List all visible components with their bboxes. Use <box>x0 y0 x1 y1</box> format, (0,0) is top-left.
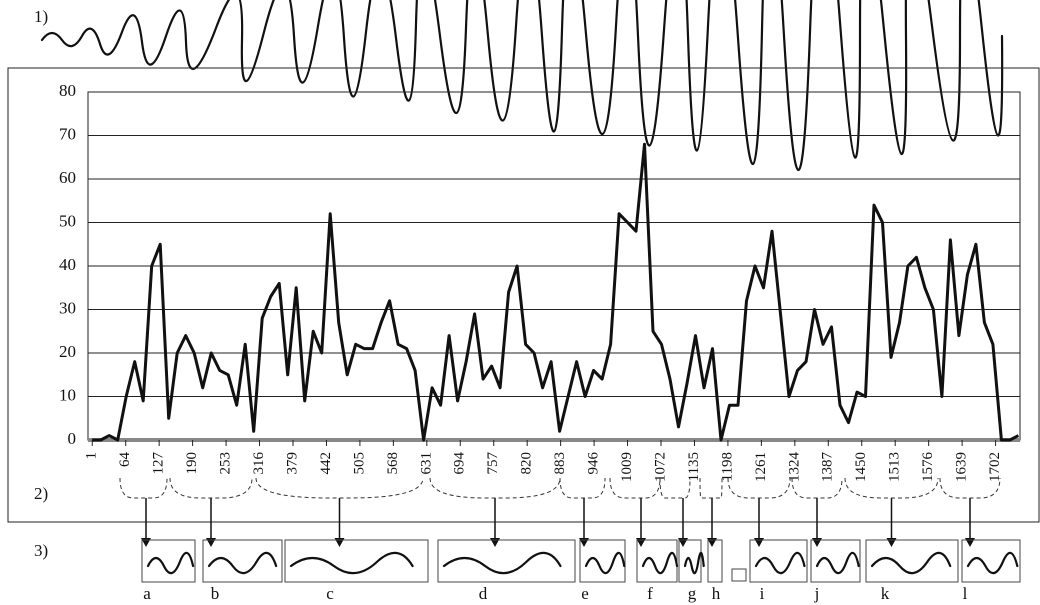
glyph-box <box>580 540 625 582</box>
x-tick-label: 883 <box>552 452 568 475</box>
x-tick-label: 190 <box>184 452 200 475</box>
x-tick-label: 1324 <box>786 452 802 483</box>
x-tick-label: 64 <box>117 452 133 468</box>
x-tick-label: 1639 <box>954 452 970 482</box>
glyph <box>968 553 1017 573</box>
label-2: 2) <box>34 484 48 503</box>
glyph <box>148 553 193 573</box>
segment-letter: i <box>760 584 765 603</box>
glyph <box>444 553 560 573</box>
y-tick-label: 10 <box>59 385 76 404</box>
glyph-box <box>732 569 746 581</box>
segment-letter: g <box>688 584 697 603</box>
glyph-box <box>285 540 428 582</box>
y-tick-label: 50 <box>59 211 76 230</box>
segment-letter: f <box>647 584 653 603</box>
glyph <box>291 553 413 573</box>
x-tick-label: 1450 <box>853 452 869 482</box>
x-tick-label: 631 <box>418 452 434 475</box>
bracket <box>120 478 167 498</box>
glyph <box>209 553 276 573</box>
glyph-box <box>866 540 958 582</box>
arrow-head <box>887 538 897 547</box>
label-3: 3) <box>34 541 48 560</box>
segment-letter: k <box>881 584 890 603</box>
bracket <box>170 478 252 498</box>
glyph <box>643 553 677 573</box>
x-tick-label: 127 <box>151 452 167 475</box>
segment-letter: l <box>963 584 968 603</box>
arrow-head <box>206 538 216 547</box>
x-tick-label: 1198 <box>719 452 735 481</box>
x-tick-label: 1072 <box>652 452 668 482</box>
handwritten-line <box>42 0 1002 170</box>
glyph <box>872 553 950 573</box>
label-1: 1) <box>34 7 48 26</box>
y-tick-label: 70 <box>59 124 76 143</box>
x-tick-label: 1702 <box>987 452 1003 482</box>
glyph-box <box>811 540 860 582</box>
y-tick-label: 80 <box>59 81 76 100</box>
profile-line <box>92 144 1018 440</box>
figure: 1) 2) 3) 0 10 20 30 40 50 60 70 80 1 64 127 190 253 31… <box>0 0 1040 605</box>
arrow-head <box>812 538 822 547</box>
bracket <box>560 478 605 498</box>
x-tick-label: 1 <box>84 452 100 460</box>
y-tick-label: 30 <box>59 298 76 317</box>
y-tick-label: 40 <box>59 255 76 274</box>
segment-letter: b <box>211 584 220 603</box>
x-tick-label: 1261 <box>753 452 769 482</box>
x-tick-label: 1009 <box>619 452 635 482</box>
arrow-head <box>490 538 500 547</box>
glyph-box <box>708 540 722 582</box>
x-tick-label: 505 <box>351 452 367 475</box>
x-tick-label: 316 <box>251 452 267 475</box>
segment-letter: h <box>712 584 721 603</box>
segment-letter: e <box>581 584 589 603</box>
segment-letter: a <box>143 584 151 603</box>
arrow-head <box>754 538 764 547</box>
y-tick-label: 0 <box>68 429 77 448</box>
segment-letter: j <box>814 584 820 603</box>
x-tick-label: 946 <box>586 452 602 475</box>
x-tick-label: 568 <box>385 452 401 475</box>
x-tick-label: 1135 <box>686 452 702 481</box>
arrow-head <box>965 538 975 547</box>
segment-letter: c <box>326 584 334 603</box>
arrow-head <box>335 538 345 547</box>
glyph <box>586 553 624 573</box>
page: {"figure_labels": ["1)", "2)", "3)"], "s… <box>0 0 1040 605</box>
segment-letter: d <box>479 584 488 603</box>
glyph <box>817 553 859 573</box>
x-tick-label: 694 <box>452 452 468 475</box>
y-tick-label: 20 <box>59 342 76 361</box>
x-tick-label: 820 <box>519 452 535 475</box>
glyph-box <box>438 540 575 582</box>
x-tick-label: 757 <box>485 452 501 475</box>
x-tick-label: 379 <box>284 452 300 475</box>
x-tick-label: 1576 <box>920 452 936 483</box>
y-tick-label: 60 <box>59 168 76 187</box>
x-tick-label: 1387 <box>820 452 836 483</box>
x-tick-label: 1513 <box>887 452 903 482</box>
bracket <box>430 478 560 498</box>
x-tick-label: 253 <box>218 452 234 475</box>
bracket <box>256 478 423 498</box>
x-tick-label: 442 <box>318 452 334 475</box>
glyph-box <box>637 540 677 582</box>
glyph <box>756 553 804 573</box>
